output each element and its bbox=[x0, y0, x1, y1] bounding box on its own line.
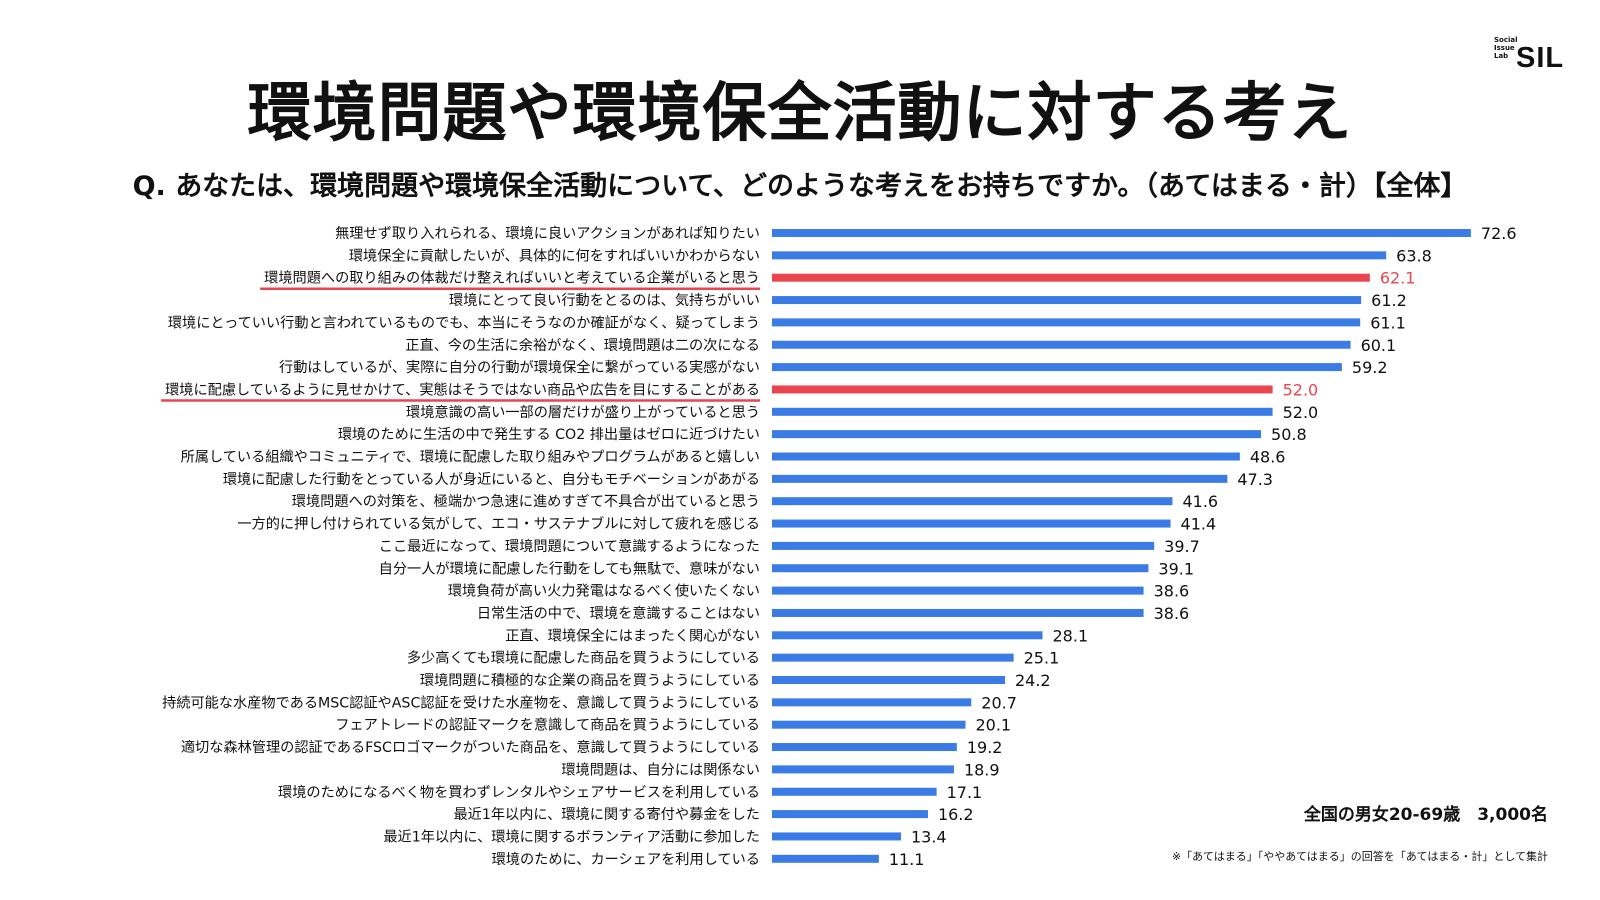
bar bbox=[772, 854, 879, 863]
bar bbox=[772, 363, 1342, 372]
data-label: 20.7 bbox=[981, 693, 1017, 712]
category-label: 多少高くても環境に配慮した商品を買うようにしている bbox=[407, 650, 760, 667]
data-label: 38.6 bbox=[1154, 604, 1190, 623]
category-label: 日常生活の中で、環境を意識することはない bbox=[477, 605, 760, 622]
data-label: 39.1 bbox=[1158, 559, 1194, 578]
category-label: 環境問題は、自分には関係ない bbox=[561, 761, 760, 778]
data-label: 16.2 bbox=[938, 805, 974, 824]
data-label: 11.1 bbox=[889, 850, 925, 869]
bar bbox=[772, 720, 966, 729]
data-label: 47.3 bbox=[1237, 470, 1273, 489]
data-label: 61.2 bbox=[1371, 291, 1407, 310]
category-label: 行動はしているが、実際に自分の行動が環境保全に繋がっている実感がない bbox=[279, 359, 760, 376]
data-label: 19.2 bbox=[967, 738, 1003, 757]
bar bbox=[772, 631, 1043, 640]
bar bbox=[772, 765, 954, 774]
category-label: 無理せず取り入れられる、環境に良いアクションがあれば知りたい bbox=[335, 225, 760, 242]
bar bbox=[772, 430, 1262, 439]
data-label: 13.4 bbox=[911, 827, 947, 846]
category-label: 環境保全に貢献したいが、具体的に何をすればいいかわからない bbox=[349, 247, 760, 264]
data-label: 18.9 bbox=[964, 760, 1000, 779]
data-label: 50.8 bbox=[1271, 425, 1307, 444]
bar bbox=[772, 564, 1149, 573]
category-label: 環境にとって良い行動をとるのは、気持ちがいい bbox=[449, 292, 760, 309]
logo-small-text: Social Issue Lab bbox=[1494, 36, 1518, 60]
bar bbox=[772, 340, 1351, 349]
bar bbox=[772, 452, 1240, 461]
data-label: 39.7 bbox=[1164, 537, 1200, 556]
bar bbox=[772, 586, 1144, 595]
category-label: 環境のために生活の中で発生する CO2 排出量はゼロに近づけたい bbox=[338, 426, 760, 443]
bar bbox=[772, 832, 901, 841]
chart-question-title: Q. あなたは、環境問題や環境保全活動について、どのような考えをお持ちですか。（… bbox=[132, 171, 1468, 202]
category-label: 環境にとっていい行動と言われているものでも、本当にそうなのか確証がなく、疑ってし… bbox=[168, 314, 760, 331]
data-label: 24.2 bbox=[1015, 671, 1051, 690]
category-label: 環境問題への対策を、極端かつ急速に進めすぎて不具合が出ていると思う bbox=[292, 493, 760, 510]
category-label: 環境問題への取り組みの体裁だけ整えればいいと考えている企業がいると思う bbox=[264, 270, 760, 287]
logo-big-text: SIL bbox=[1516, 42, 1565, 74]
bar bbox=[772, 474, 1228, 483]
category-label: 一方的に押し付けられている気がして、エコ・サステナブルに対して疲れを感じる bbox=[237, 516, 760, 533]
category-label: 環境のために、カーシェアを利用している bbox=[492, 851, 760, 868]
bar bbox=[772, 608, 1144, 617]
category-label: 自分一人が環境に配慮した行動をしても無駄で、意味がない bbox=[379, 560, 760, 577]
category-label: 最近1年以内に、環境に関するボランティア活動に参加した bbox=[383, 828, 760, 845]
category-label: フェアトレードの認証マークを意識して商品を買うようにしている bbox=[335, 717, 760, 734]
category-label: 最近1年以内に、環境に関する寄付や募金をした bbox=[453, 806, 760, 823]
category-label: 環境に配慮した行動をとっている人が身近にいると、自分もモチベーションがあがる bbox=[223, 471, 760, 488]
category-label: ここ最近になって、環境問題について意識するようになった bbox=[379, 538, 760, 555]
data-label: 62.1 bbox=[1380, 269, 1416, 288]
data-label: 28.1 bbox=[1053, 626, 1089, 645]
page-title: 環境問題や環境保全活動に対する考え bbox=[247, 77, 1353, 151]
data-label: 52.0 bbox=[1283, 380, 1319, 399]
data-label: 72.6 bbox=[1481, 224, 1517, 243]
category-label: 正直、今の生活に余裕がなく、環境問題は二の次になる bbox=[405, 337, 760, 354]
bar bbox=[772, 407, 1273, 416]
data-label: 63.8 bbox=[1396, 246, 1432, 265]
bar bbox=[772, 541, 1155, 550]
bar bbox=[772, 787, 937, 796]
category-label: 環境に配慮しているように見せかけて、実態はそうではない商品や広告を目にすることが… bbox=[165, 381, 760, 398]
data-label: 60.1 bbox=[1361, 336, 1397, 355]
data-label: 48.6 bbox=[1250, 448, 1286, 467]
bar bbox=[772, 385, 1273, 394]
bar bbox=[772, 698, 972, 707]
bar bbox=[772, 273, 1370, 282]
category-label: 環境のためになるべく物を買わずレンタルやシェアサービスを利用している bbox=[278, 784, 760, 801]
bar bbox=[772, 676, 1005, 684]
bar bbox=[772, 251, 1387, 260]
data-label: 61.1 bbox=[1370, 313, 1406, 332]
data-label: 41.6 bbox=[1182, 492, 1218, 511]
bar bbox=[772, 743, 957, 752]
bar bbox=[772, 296, 1362, 305]
data-label: 17.1 bbox=[947, 783, 983, 802]
bar bbox=[772, 497, 1173, 506]
sil-logo: Social Issue Lab SIL bbox=[1494, 36, 1574, 76]
footnote: ※「あてはまる」「ややあてはまる」の回答を「あてはまる・計」として集計 bbox=[1171, 850, 1548, 863]
data-label: 52.0 bbox=[1283, 403, 1319, 422]
data-label: 20.1 bbox=[975, 716, 1011, 735]
category-label: 所属している組織やコミュニティで、環境に配慮した取り組みやプログラムがあると嬉し… bbox=[181, 449, 760, 466]
data-label: 59.2 bbox=[1352, 358, 1388, 377]
category-label: 正直、環境保全にはまったく関心がない bbox=[505, 627, 760, 644]
category-label: 持続可能な水産物であるMSC認証やASC認証を受けた水産物を、意識して買うように… bbox=[162, 694, 760, 711]
bar bbox=[772, 519, 1171, 528]
bar bbox=[772, 810, 928, 819]
bar bbox=[772, 318, 1361, 327]
data-label: 25.1 bbox=[1024, 649, 1060, 668]
data-label: 41.4 bbox=[1181, 515, 1217, 534]
bar bbox=[772, 229, 1471, 237]
category-label: 適切な森林管理の認証であるFSCロゴマークがついた商品を、意識して買うようにして… bbox=[181, 739, 760, 756]
bar bbox=[772, 653, 1014, 662]
category-label: 環境負荷が高い火力発電はなるべく使いたくない bbox=[448, 583, 760, 600]
sample-note: 全国の男女20-69歳 3,000名 bbox=[1303, 805, 1548, 825]
category-label: 環境意識の高い一部の層だけが盛り上がっていると思う bbox=[406, 404, 760, 421]
category-label: 環境問題に積極的な企業の商品を買うようにしている bbox=[420, 672, 760, 689]
data-label: 38.6 bbox=[1154, 582, 1190, 601]
